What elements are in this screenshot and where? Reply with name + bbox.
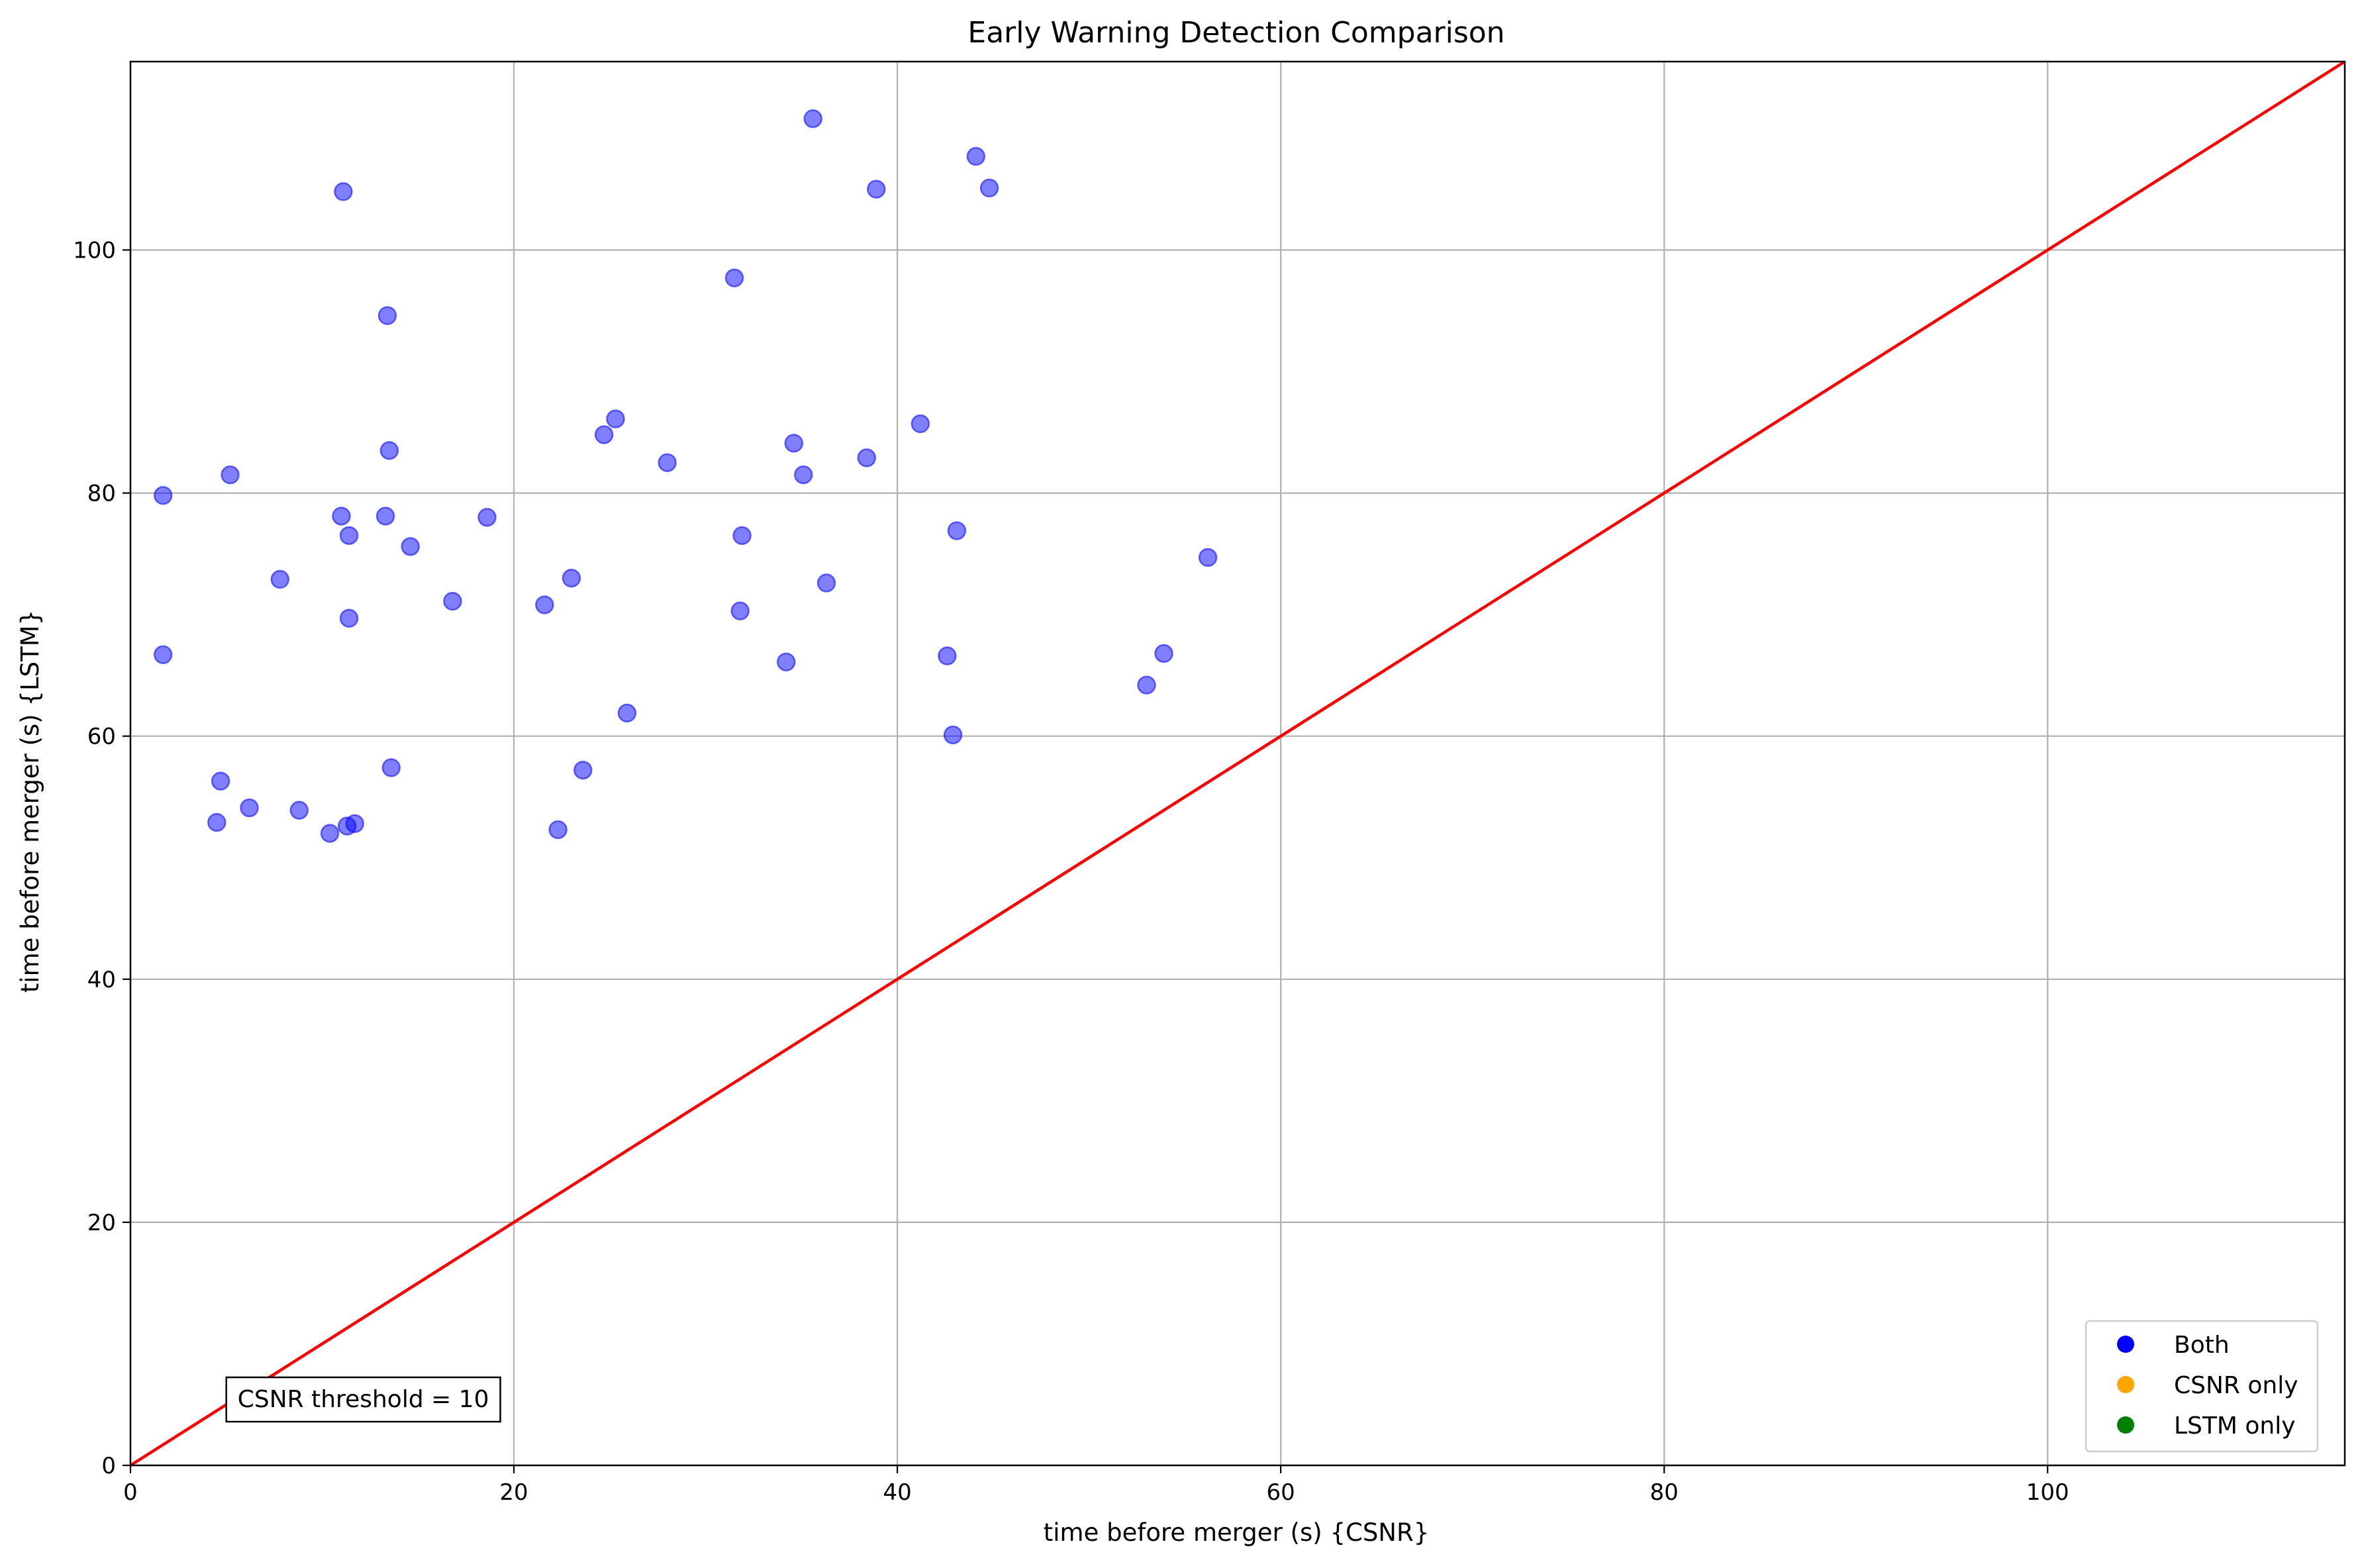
data-point: [966, 146, 986, 166]
x-tick-label: 20: [499, 1479, 528, 1506]
legend-marker-lstm-only: [2117, 1416, 2134, 1434]
x-tick-label: 100: [2026, 1479, 2069, 1506]
legend-label-lstm-only: LSTM only: [2174, 1412, 2296, 1440]
x-tick-label: 0: [123, 1479, 138, 1506]
data-point: [153, 486, 173, 505]
legend-frame: [2085, 1320, 2319, 1453]
plot-frame: [129, 60, 2346, 1467]
data-point: [658, 453, 677, 472]
data-point: [776, 652, 796, 671]
data-point: [562, 568, 581, 588]
chart-title: Early Warning Detection Comparison: [967, 16, 1504, 50]
data-point: [857, 448, 877, 467]
data-point: [784, 434, 804, 453]
data-point: [221, 465, 240, 485]
data-point: [443, 591, 462, 611]
data-point: [793, 465, 813, 485]
y-tick-label: 20: [87, 1210, 116, 1236]
y-tick-label: 0: [101, 1453, 116, 1479]
data-point: [938, 646, 957, 665]
csnr-threshold-annotation: CSNR threshold = 10: [225, 1376, 501, 1423]
data-point: [803, 109, 822, 128]
annotation-text: CSNR threshold = 10: [238, 1386, 489, 1413]
legend-marker-both: [2117, 1336, 2134, 1353]
data-point: [401, 537, 420, 556]
data-point: [1198, 548, 1218, 567]
data-point: [477, 508, 497, 527]
data-point: [594, 425, 614, 444]
data-point: [334, 182, 353, 201]
data-point: [345, 814, 364, 834]
reference-line-layer: [129, 60, 2346, 1467]
data-point: [1154, 644, 1173, 663]
data-point: [548, 820, 567, 840]
legend-label-csnr-only: CSNR only: [2174, 1372, 2298, 1399]
x-tick-label: 80: [1650, 1479, 1679, 1506]
data-point: [732, 526, 752, 546]
x-tick-label: 40: [883, 1479, 911, 1506]
x-tick-label: 60: [1267, 1479, 1295, 1506]
reference-line-y-equals-x: [129, 60, 2346, 1467]
data-point: [573, 760, 593, 780]
data-point: [339, 609, 359, 628]
axis-ticks: 0 20 40 60 80 100 0 20 40 60 80 100: [73, 238, 2069, 1506]
data-point: [947, 521, 967, 540]
data-point: [866, 179, 886, 199]
y-tick-label: 100: [73, 238, 116, 264]
y-axis-label: time before merger (s) {LSTM}: [16, 610, 44, 993]
data-point: [943, 725, 963, 745]
data-point: [320, 824, 340, 843]
y-tick-label: 40: [87, 967, 116, 993]
annotation-box-frame: [225, 1376, 501, 1423]
data-point: [270, 569, 290, 589]
data-point: [816, 573, 836, 593]
y-tick-label: 80: [87, 481, 116, 507]
y-tick-label: 60: [87, 724, 116, 750]
data-point: [606, 409, 625, 428]
data-point: [379, 441, 399, 460]
data-point: [979, 178, 999, 198]
data-point: [332, 507, 351, 526]
data-point: [377, 306, 397, 325]
data-point: [153, 645, 173, 664]
x-axis-label: time before merger (s) {CSNR}: [1044, 1518, 1429, 1547]
legend-label-both: Both: [2174, 1332, 2230, 1359]
data-point: [1137, 675, 1156, 695]
data-point: [289, 801, 309, 820]
data-point: [381, 758, 401, 777]
legend: Both CSNR only LSTM only: [2085, 1320, 2319, 1453]
data-point: [730, 601, 750, 620]
data-point: [617, 703, 637, 723]
data-point: [724, 268, 744, 287]
data-points: [153, 109, 1218, 843]
data-point: [211, 771, 230, 791]
data-point: [910, 414, 930, 434]
data-point: [207, 812, 226, 832]
data-point: [535, 595, 554, 614]
data-point: [375, 507, 395, 526]
data-point: [339, 526, 359, 546]
legend-marker-csnr-only: [2117, 1376, 2134, 1393]
data-point: [240, 798, 259, 818]
